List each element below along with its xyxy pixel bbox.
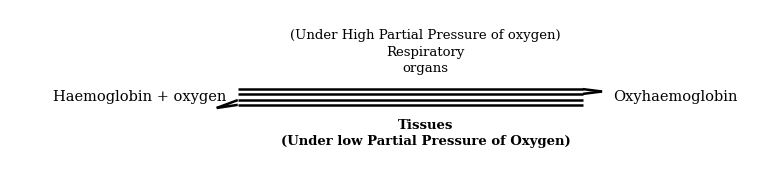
Text: (Under High Partial Pressure of oxygen)
Respiratory
organs: (Under High Partial Pressure of oxygen) … — [291, 29, 561, 75]
Text: Oxyhaemoglobin: Oxyhaemoglobin — [614, 90, 738, 104]
Text: Tissues
(Under low Partial Pressure of Oxygen): Tissues (Under low Partial Pressure of O… — [281, 119, 571, 148]
Text: Haemoglobin + oxygen: Haemoglobin + oxygen — [53, 90, 226, 104]
